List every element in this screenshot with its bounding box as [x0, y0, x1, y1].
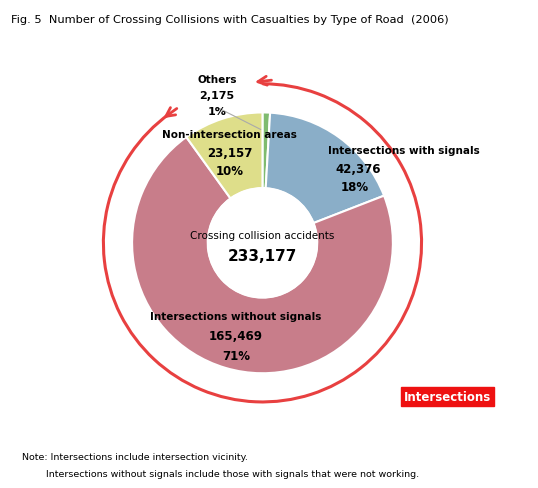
- Text: 233,177: 233,177: [228, 249, 297, 264]
- Text: Crossing collision accidents: Crossing collision accidents: [190, 230, 335, 241]
- Wedge shape: [132, 138, 393, 373]
- Text: Intersections without signals include those with signals that were not working.: Intersections without signals include th…: [22, 469, 419, 478]
- Text: 165,469: 165,469: [209, 329, 263, 342]
- Text: Fig. 5  Number of Crossing Collisions with Casualties by Type of Road  (2006): Fig. 5 Number of Crossing Collisions wit…: [11, 15, 448, 24]
- Text: Intersections without signals: Intersections without signals: [150, 311, 322, 321]
- Wedge shape: [263, 113, 270, 189]
- Text: Others: Others: [197, 74, 237, 84]
- Text: 18%: 18%: [341, 181, 369, 194]
- Text: Intersections: Intersections: [404, 390, 491, 404]
- Text: Non-intersection areas: Non-intersection areas: [162, 130, 297, 140]
- Circle shape: [208, 189, 317, 298]
- Text: 2,175: 2,175: [199, 91, 235, 102]
- Text: 42,376: 42,376: [336, 163, 381, 176]
- Text: 1%: 1%: [208, 107, 226, 117]
- Text: Intersections with signals: Intersections with signals: [328, 146, 479, 156]
- Text: 71%: 71%: [222, 349, 250, 362]
- Wedge shape: [186, 113, 263, 199]
- Wedge shape: [266, 113, 384, 224]
- Text: 10%: 10%: [215, 164, 243, 178]
- Text: 23,157: 23,157: [207, 146, 252, 160]
- Text: Note: Intersections include intersection vicinity.: Note: Intersections include intersection…: [22, 452, 247, 461]
